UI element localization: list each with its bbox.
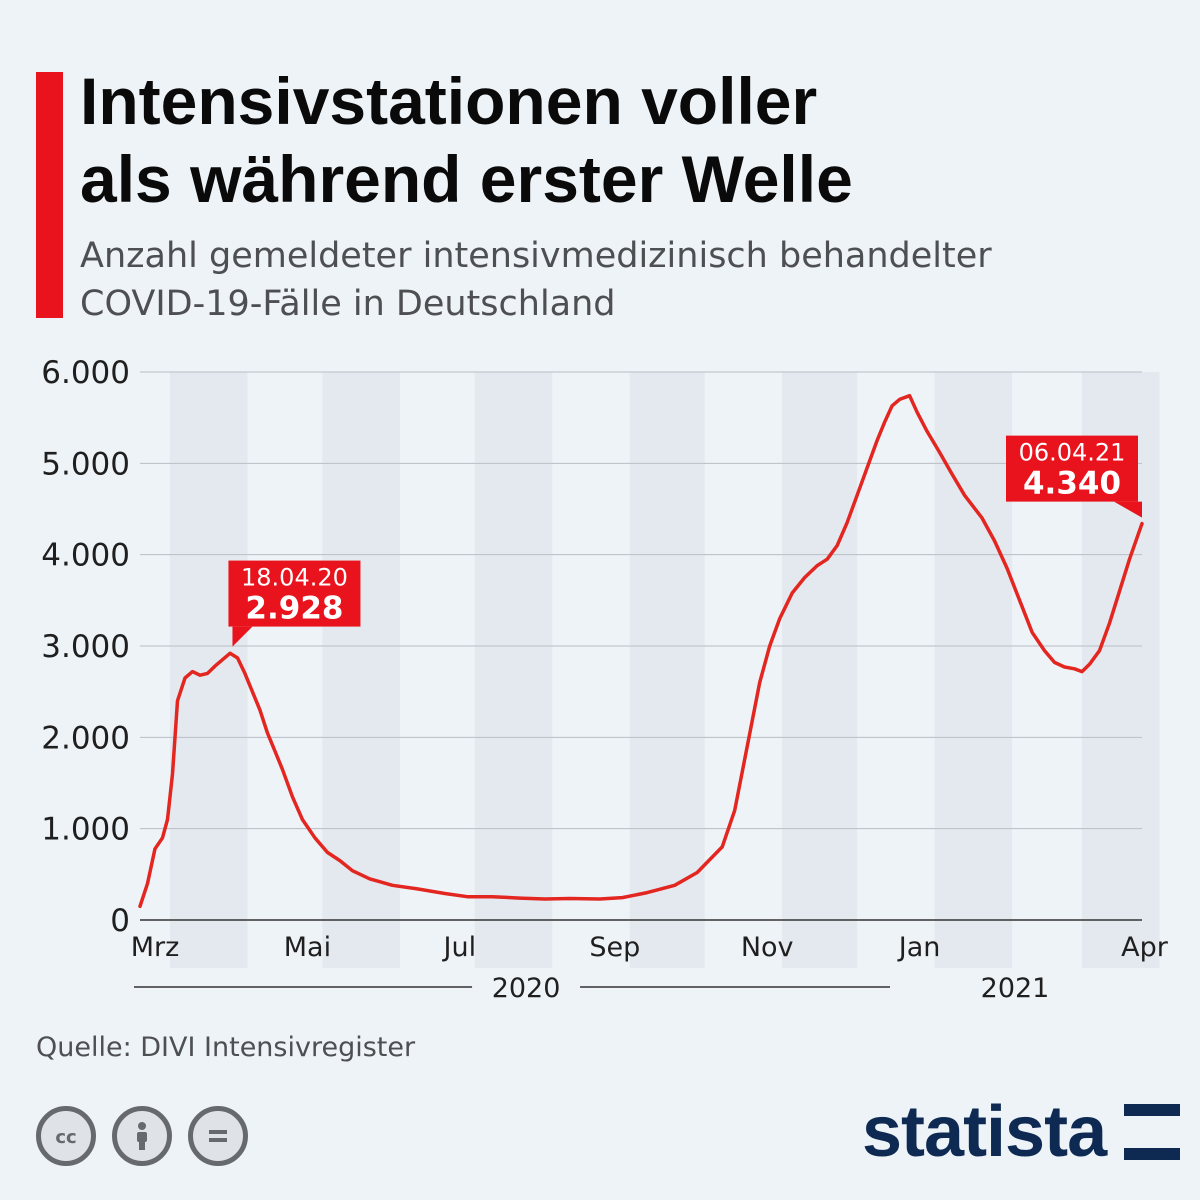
month-band <box>782 372 858 968</box>
month-band <box>629 372 705 968</box>
x-tick-label: Jan <box>897 932 941 963</box>
callout-pointer <box>1114 501 1142 518</box>
callout-date: 06.04.21 <box>1019 439 1126 467</box>
series-line <box>138 393 1144 909</box>
statista-logo-icon <box>1124 1104 1181 1160</box>
year-label: 2020 <box>492 973 561 1004</box>
callout-box <box>1006 435 1138 502</box>
y-axis: 0 1.000 2.000 3.000 4.000 5.000 6.000 <box>41 355 130 939</box>
svg-text:cc: cc <box>55 1127 76 1148</box>
license-icons: cc <box>36 1106 248 1166</box>
chart-subtitle: Anzahl gemeldeter intensivmedizinisch be… <box>80 232 1160 328</box>
y-tick-label: 4.000 <box>41 538 130 574</box>
callout-date: 18.04.20 <box>241 564 348 592</box>
line-chart: 0 1.000 2.000 3.000 4.000 5.000 6.000 Mrz Mai Ju… <box>41 355 1169 1004</box>
subtitle-line-1: Anzahl gemeldeter intensivmedizinisch be… <box>80 236 992 276</box>
series-layer <box>138 393 1144 909</box>
x-tick-label: Jul <box>442 932 477 963</box>
subtitle-line-2: COVID-19-Fälle in Deutschland <box>80 284 616 324</box>
creative-commons-icon[interactable]: cc <box>36 1106 96 1166</box>
annotations: 18.04.202.928 06.04.214.340 <box>228 435 1142 647</box>
callout-value: 2.928 <box>245 591 343 627</box>
x-tick-label: Nov <box>741 932 794 963</box>
no-derivatives-icon[interactable] <box>188 1106 248 1166</box>
x-tick-label: Sep <box>589 932 640 963</box>
gridlines <box>140 371 1142 921</box>
x-axis: Mrz Mai Jul Sep Nov Jan Apr <box>131 932 1169 963</box>
source-note: Quelle: DIVI Intensivregister <box>36 1032 416 1063</box>
month-bands <box>170 372 1160 968</box>
annotation-callout: 06.04.214.340 <box>1006 435 1142 518</box>
year-axis: 2020 2021 <box>134 973 1049 1004</box>
statista-brand[interactable]: statista <box>862 1092 1182 1172</box>
x-tick-label: Mai <box>284 932 331 963</box>
y-tick-label: 5.000 <box>41 446 130 482</box>
year-label: 2021 <box>981 973 1050 1004</box>
brand-name: statista <box>862 1092 1107 1172</box>
x-tick-label: Mrz <box>131 932 180 963</box>
callout-pointer <box>232 626 253 647</box>
month-band <box>474 372 553 968</box>
attribution-icon[interactable] <box>112 1106 172 1166</box>
callout-value: 4.340 <box>1023 466 1121 502</box>
title-line-1: Intensivstationen voller <box>80 64 818 138</box>
y-tick-label: 2.000 <box>41 720 130 756</box>
accent-bar <box>36 72 63 318</box>
y-tick-label: 1.000 <box>41 812 130 848</box>
month-band <box>322 372 400 968</box>
title-line-2: als während erster Welle <box>80 142 853 216</box>
callout-box <box>228 560 361 627</box>
annotation-callout: 18.04.202.928 <box>228 560 361 647</box>
y-tick-label: 6.000 <box>41 355 130 391</box>
chart-title: Intensivstationen voller als während ers… <box>80 62 1160 218</box>
y-tick-label: 3.000 <box>41 629 130 665</box>
y-tick-label: 0 <box>110 903 130 939</box>
month-band <box>934 372 1013 968</box>
x-tick-label: Apr <box>1121 932 1169 963</box>
